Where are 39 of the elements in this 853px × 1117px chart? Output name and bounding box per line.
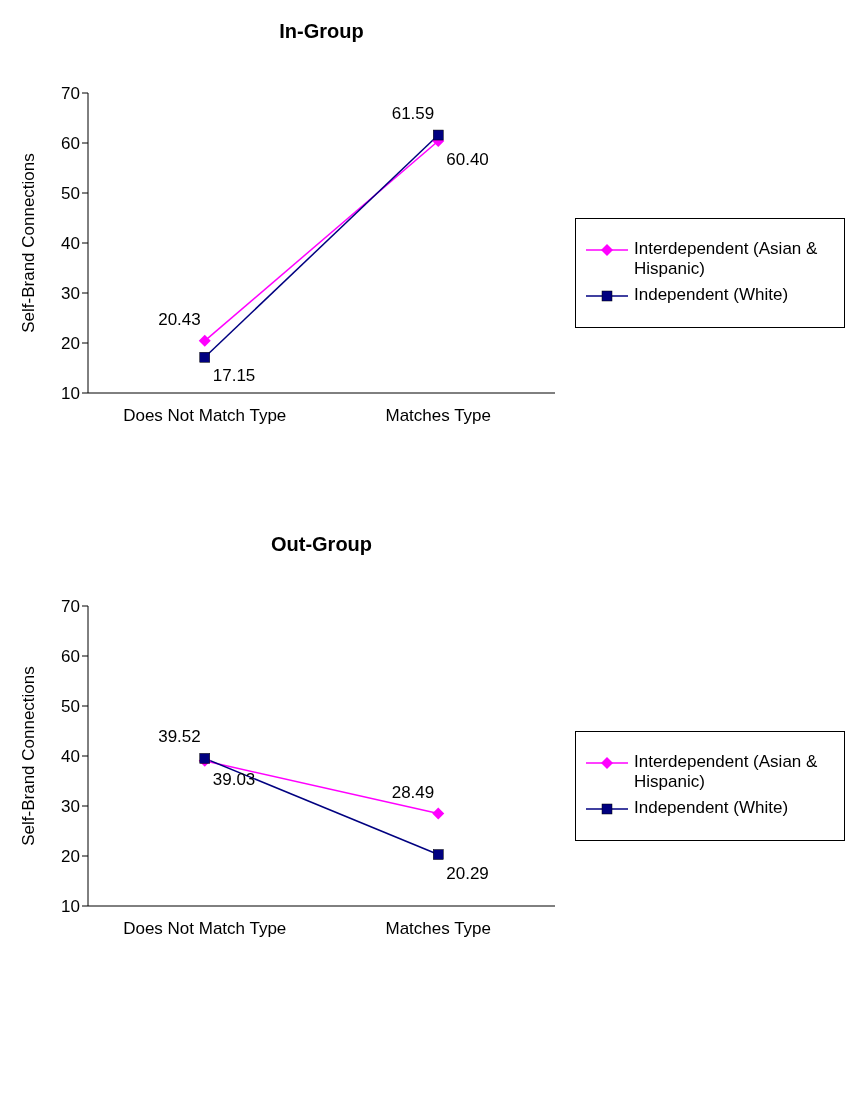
point <box>198 334 211 347</box>
legend-label: Independent (White) <box>634 285 789 305</box>
data-label: 17.15 <box>212 366 256 386</box>
y-tick-label: 60 <box>61 134 80 154</box>
y-tick-label: 50 <box>61 697 80 717</box>
x-tick-label: Does Not Match Type <box>123 919 287 939</box>
x-tick-label: Does Not Match Type <box>123 406 287 426</box>
point <box>433 849 444 860</box>
y-tick-label: 50 <box>61 184 80 204</box>
data-label: 61.59 <box>391 104 435 124</box>
data-label: 60.40 <box>446 150 489 169</box>
y-tick-label: 10 <box>61 897 80 917</box>
x-tick-label: Matches Type <box>385 919 492 939</box>
y-tick-label: 40 <box>61 234 80 254</box>
y-tick-label: 10 <box>61 384 80 404</box>
y-tick-label: 70 <box>61 84 80 104</box>
legend-label: Interdependent (Asian & Hispanic) <box>634 752 819 792</box>
chart-title: In-Group <box>278 20 365 43</box>
data-label: 20.29 <box>446 863 489 883</box>
data-label: 39.03 <box>212 769 256 789</box>
point <box>199 352 210 363</box>
point <box>432 807 445 820</box>
y-tick-label: 20 <box>61 847 80 867</box>
y-tick-label: 30 <box>61 284 80 304</box>
x-tick-label: Matches Type <box>385 406 492 426</box>
y-tick-label: 40 <box>61 747 80 767</box>
chart-title: Out-Group <box>269 533 374 556</box>
data-label: 39.52 <box>158 727 201 747</box>
y-tick-label: 70 <box>61 597 80 617</box>
y-tick-label: 30 <box>61 797 80 817</box>
data-label: 28.49 <box>391 782 435 802</box>
y-tick-label: 20 <box>61 334 80 354</box>
y-axis-title: Self-Brand Connections <box>19 666 39 846</box>
y-tick-label: 60 <box>61 647 80 667</box>
point <box>433 129 444 141</box>
legend-label: Independent (White) <box>634 798 789 818</box>
y-axis-title: Self-Brand Connections <box>19 153 39 333</box>
legend-label: Interdependent (Asian & Hispanic) <box>634 239 819 279</box>
data-label: 20.43 <box>158 309 201 329</box>
